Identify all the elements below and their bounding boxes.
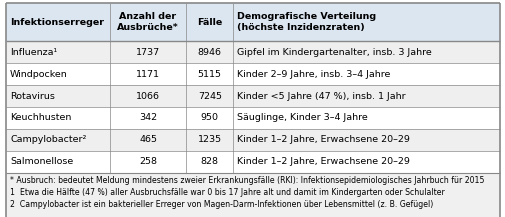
- Text: Keuchhusten: Keuchhusten: [10, 113, 71, 122]
- Text: 7245: 7245: [197, 92, 221, 100]
- Text: 1235: 1235: [197, 135, 221, 144]
- Text: Rotavirus: Rotavirus: [10, 92, 55, 100]
- Text: 1  Etwa die Hälfte (47 %) aller Ausbruchsfälle war 0 bis 17 Jahre alt und damit : 1 Etwa die Hälfte (47 %) aller Ausbruchs…: [10, 188, 444, 197]
- Text: Campylobacter²: Campylobacter²: [10, 135, 86, 144]
- Text: Anzahl der
Ausbrüche*: Anzahl der Ausbrüche*: [117, 12, 179, 32]
- Bar: [6, 173, 499, 217]
- Text: Influenza¹: Influenza¹: [10, 48, 57, 57]
- Text: Salmonellose: Salmonellose: [10, 157, 73, 166]
- Text: 950: 950: [200, 113, 218, 122]
- Text: Demografische Verteilung
(höchste Inzidenzraten): Demografische Verteilung (höchste Inzide…: [237, 12, 376, 32]
- Text: Kinder 2–9 Jahre, insb. 3–4 Jahre: Kinder 2–9 Jahre, insb. 3–4 Jahre: [237, 70, 390, 79]
- Text: 5115: 5115: [197, 70, 221, 79]
- Text: 1066: 1066: [136, 92, 160, 100]
- Text: Kinder 1–2 Jahre, Erwachsene 20–29: Kinder 1–2 Jahre, Erwachsene 20–29: [237, 135, 410, 144]
- Text: 1737: 1737: [136, 48, 160, 57]
- Text: 465: 465: [139, 135, 157, 144]
- Text: Gipfel im Kindergartenalter, insb. 3 Jahre: Gipfel im Kindergartenalter, insb. 3 Jah…: [237, 48, 431, 57]
- Bar: [6, 41, 499, 63]
- Bar: [6, 151, 499, 173]
- Text: Kinder 1–2 Jahre, Erwachsene 20–29: Kinder 1–2 Jahre, Erwachsene 20–29: [237, 157, 410, 166]
- Text: 258: 258: [139, 157, 157, 166]
- Bar: [6, 107, 499, 129]
- Text: 1171: 1171: [136, 70, 160, 79]
- Text: Windpocken: Windpocken: [10, 70, 68, 79]
- Text: 2  Campylobacter ist ein bakterieller Erreger von Magen-Darm-Infektionen über Le: 2 Campylobacter ist ein bakterieller Err…: [10, 200, 432, 209]
- Text: Fälle: Fälle: [197, 18, 222, 27]
- Bar: [6, 3, 499, 41]
- Text: 342: 342: [139, 113, 157, 122]
- Text: Kinder <5 Jahre (47 %), insb. 1 Jahr: Kinder <5 Jahre (47 %), insb. 1 Jahr: [237, 92, 405, 100]
- Text: Infektionserreger: Infektionserreger: [10, 18, 104, 27]
- Bar: [6, 85, 499, 107]
- Text: 828: 828: [200, 157, 218, 166]
- Bar: [6, 129, 499, 151]
- Text: Säuglinge, Kinder 3–4 Jahre: Säuglinge, Kinder 3–4 Jahre: [237, 113, 367, 122]
- Text: 8946: 8946: [197, 48, 221, 57]
- Text: * Ausbruch: bedeutet Meldung mindestens zweier Erkrankungsfälle (RKI): Infektion: * Ausbruch: bedeutet Meldung mindestens …: [10, 176, 484, 185]
- Bar: [6, 63, 499, 85]
